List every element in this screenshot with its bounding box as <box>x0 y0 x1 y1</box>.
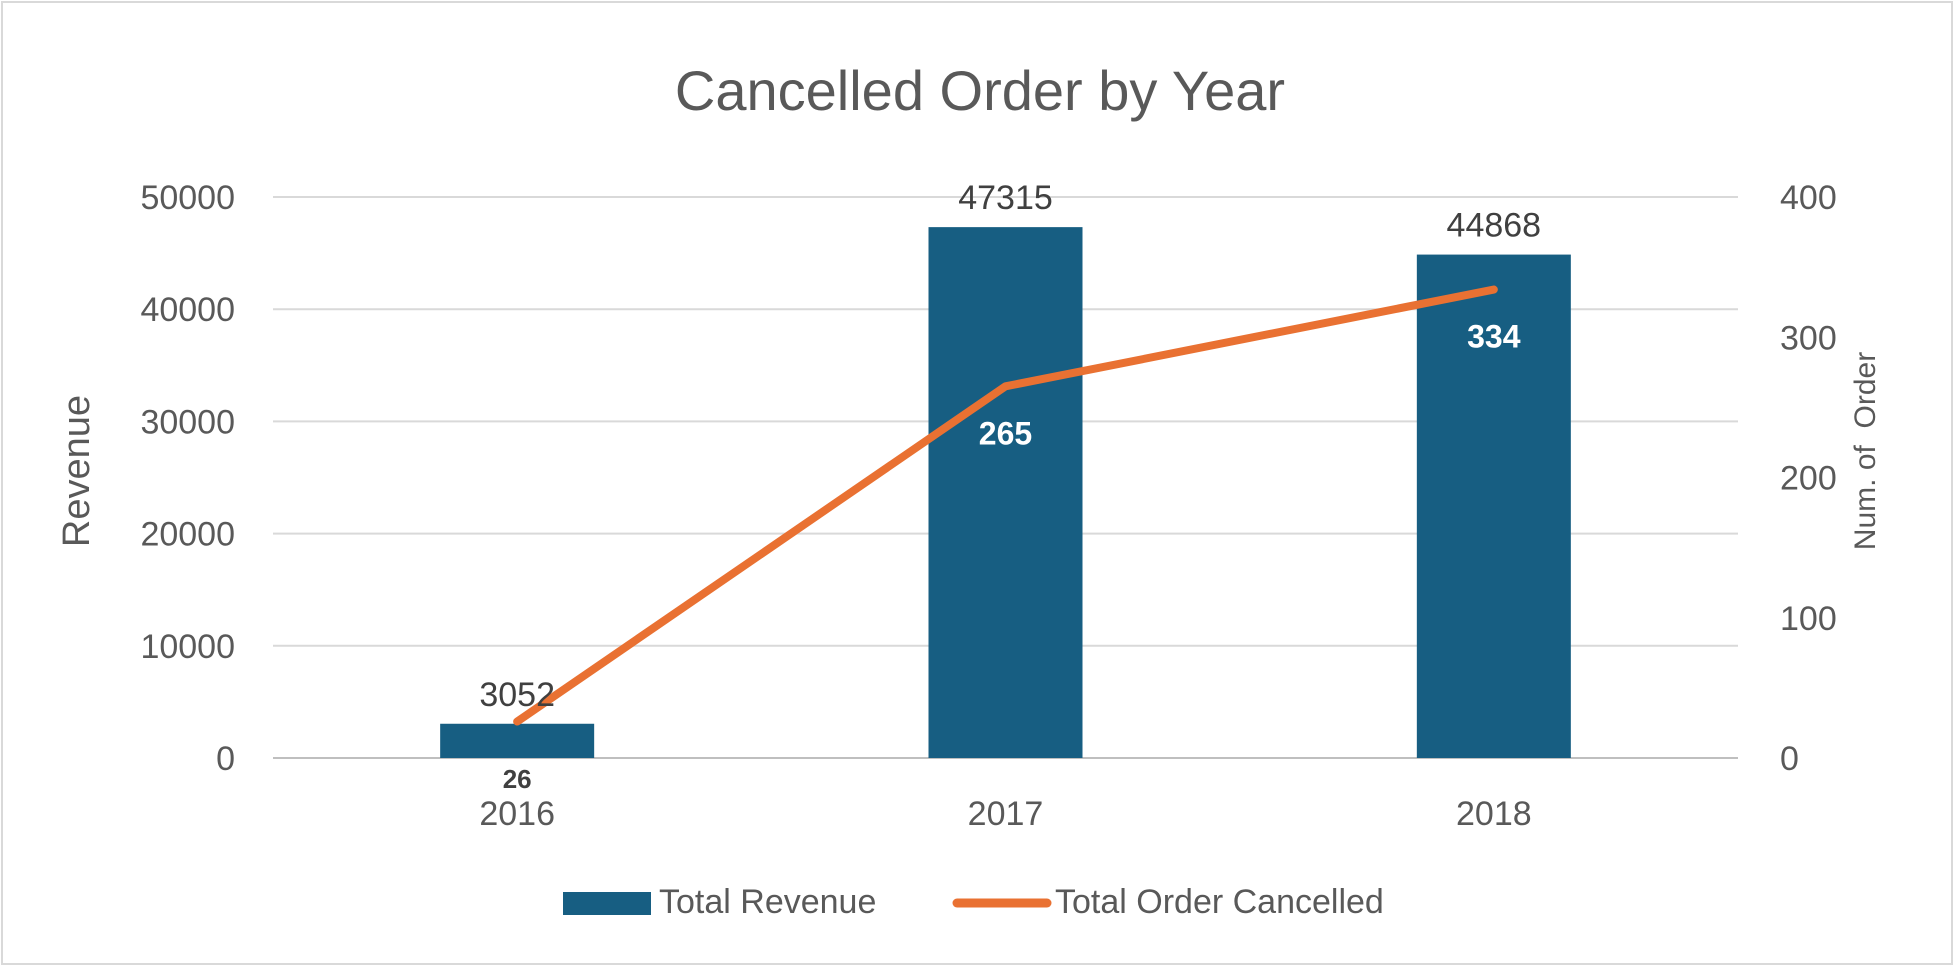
y-tick-label: 10000 <box>140 628 235 666</box>
x-tick-label: 2016 <box>479 795 555 833</box>
x-tick-label: 2018 <box>1456 795 1532 833</box>
axes: 0 10000 20000 30000 40000 50000 0 100 200 300 400 2… <box>140 179 1836 833</box>
legend: Total Revenue Total Order Cancelled <box>563 883 1384 921</box>
y-tick-label: 40000 <box>140 291 235 329</box>
line-series <box>513 285 1498 726</box>
y-tick-label: 30000 <box>140 403 235 441</box>
bar-total-revenue-2017 <box>928 227 1083 758</box>
x-tick-label: 2017 <box>968 795 1044 833</box>
chart-title: Cancelled Order by Year <box>675 59 1285 122</box>
legend-swatch-total-revenue <box>563 892 651 915</box>
bar-total-revenue-2016 <box>440 723 595 758</box>
bar-series <box>440 227 1571 758</box>
line-data-label: 26 <box>503 764 532 794</box>
combo-chart: Cancelled Order by Year 3052 47315 44868 26… <box>56 59 1882 921</box>
y-axis-title: Revenue <box>56 395 98 547</box>
y2-tick-label: 100 <box>1780 600 1837 638</box>
bar-data-label: 44868 <box>1447 207 1542 245</box>
y-tick-label: 0 <box>216 740 235 778</box>
bar-total-revenue-2018 <box>1416 254 1571 758</box>
legend-label-total-order-cancelled: Total Order Cancelled <box>1055 883 1384 921</box>
line-data-label: 265 <box>979 415 1032 451</box>
bar-data-label: 47315 <box>958 179 1053 217</box>
y2-tick-label: 400 <box>1780 179 1837 217</box>
line-total-order-cancelled <box>513 285 1498 726</box>
legend-label-total-revenue: Total Revenue <box>659 883 876 921</box>
line-data-label: 334 <box>1467 319 1521 355</box>
y-tick-label: 20000 <box>140 516 235 554</box>
bar-data-label: 3052 <box>479 676 555 714</box>
y2-tick-label: 200 <box>1780 460 1837 498</box>
y2-tick-label: 0 <box>1780 740 1799 778</box>
data-labels: 3052 47315 44868 26 265 334 <box>479 179 1541 794</box>
y-tick-label: 50000 <box>140 179 235 217</box>
y2-tick-label: 300 <box>1780 319 1837 357</box>
y2-axis-title: Num. of Order <box>1849 352 1882 550</box>
